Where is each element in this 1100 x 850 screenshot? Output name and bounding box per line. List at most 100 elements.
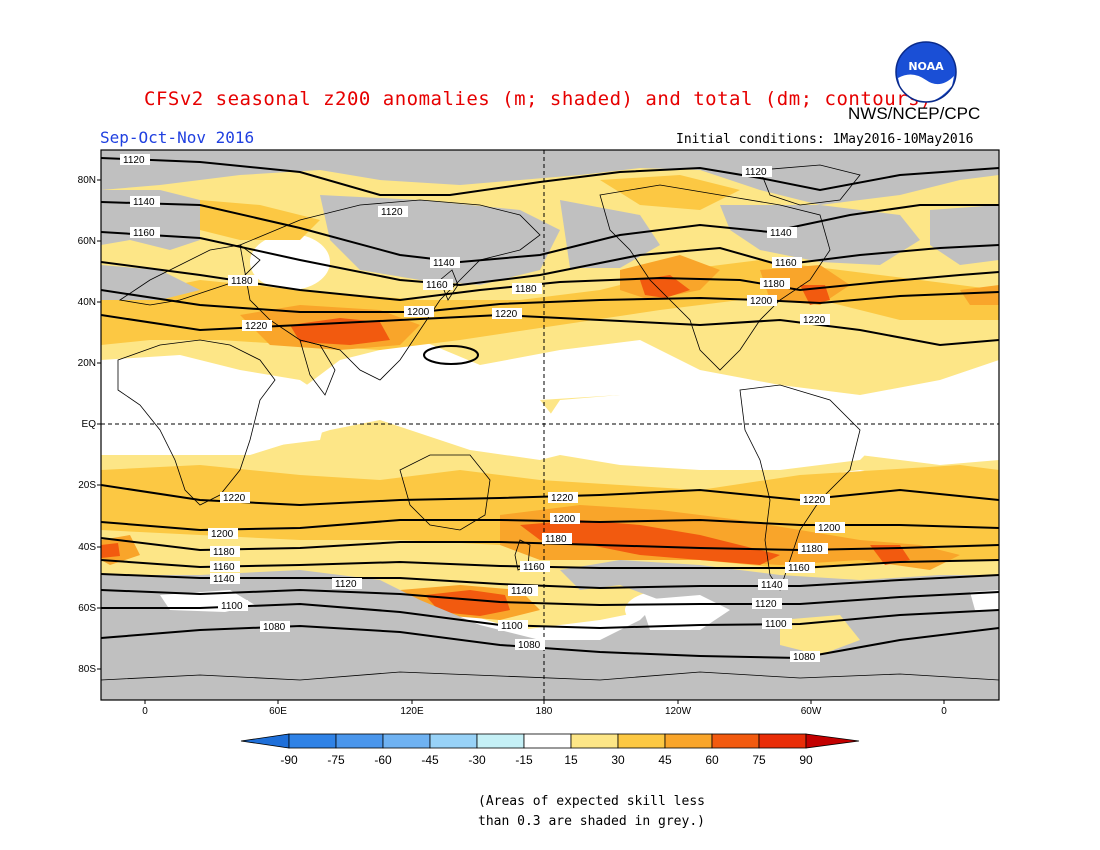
contour-label: 1100 bbox=[765, 619, 787, 630]
contour-label: 1200 bbox=[553, 514, 576, 525]
coastlines bbox=[101, 164, 999, 681]
colorbar bbox=[240, 733, 860, 749]
map-frame bbox=[100, 149, 1000, 701]
contour-1140-south bbox=[101, 573, 999, 590]
colorbar-swatch bbox=[476, 733, 525, 749]
contour-label: 1120 bbox=[745, 167, 767, 178]
skill-note: (Areas of expected skill less than 0.3 a… bbox=[478, 792, 705, 832]
colorbar-swatch bbox=[758, 733, 807, 749]
chart-title: CFSv2 seasonal z200 anomalies (m; shaded… bbox=[144, 88, 932, 110]
initial-conditions-label: Initial conditions: 1May2016-10May2016 bbox=[676, 132, 974, 147]
contour-label: 1220 bbox=[803, 315, 826, 326]
colorbar-label: -75 bbox=[327, 753, 345, 767]
lat-label-40n: 40N bbox=[77, 297, 96, 308]
contour-label: 1160 bbox=[523, 562, 545, 573]
contour-label: 1120 bbox=[335, 579, 357, 590]
colorbar-swatch bbox=[617, 733, 666, 749]
low-skill-grey-regions bbox=[101, 150, 999, 700]
lat-label-80n: 80N bbox=[77, 175, 96, 186]
colorbar-swatch bbox=[335, 733, 384, 749]
colorbar-label: 90 bbox=[799, 753, 813, 767]
lon-label-120e: 120E bbox=[400, 706, 424, 717]
contour-1140 bbox=[101, 201, 999, 264]
colorbar-swatch bbox=[570, 733, 619, 749]
colorbar-swatch bbox=[382, 733, 431, 749]
neutral-regions bbox=[101, 234, 930, 632]
colorbar-label: 30 bbox=[611, 753, 625, 767]
contour-label: 1160 bbox=[775, 258, 797, 269]
skill-note-line: (Areas of expected skill less bbox=[478, 794, 705, 809]
contour-label: 1180 bbox=[545, 534, 567, 545]
contour-label: 1100 bbox=[221, 601, 243, 612]
contour-label: 1200 bbox=[407, 307, 430, 318]
lat-label-60s: 60S bbox=[78, 603, 96, 614]
colorbar-label: 15 bbox=[564, 753, 578, 767]
contour-1160 bbox=[101, 231, 999, 287]
agency-label: NWS/NCEP/CPC bbox=[848, 104, 981, 123]
colorbar-label: -60 bbox=[374, 753, 392, 767]
contour-label: 1220 bbox=[551, 493, 574, 504]
contour-labels: 1120 1120 1120 1140 1140 1140 1160 1160 … bbox=[120, 154, 845, 663]
contour-1220-closed bbox=[423, 345, 479, 365]
contour-1100-south bbox=[101, 602, 999, 630]
contour-label: 1120 bbox=[381, 207, 403, 218]
contour-label: 1080 bbox=[263, 622, 286, 633]
contour-label: 1220 bbox=[495, 309, 518, 320]
colorbar-swatch bbox=[805, 733, 860, 749]
colorbar-swatch bbox=[240, 733, 290, 749]
lon-label-60e: 60E bbox=[269, 706, 287, 717]
contour-label: 1120 bbox=[755, 599, 777, 610]
contour-label: 1080 bbox=[518, 640, 541, 651]
contour-label: 1140 bbox=[770, 228, 792, 239]
contour-label: 1140 bbox=[511, 586, 533, 597]
colorbar-label: -45 bbox=[421, 753, 439, 767]
contour-label: 1180 bbox=[763, 279, 785, 290]
contour-label: 1200 bbox=[818, 523, 841, 534]
contour-label: 1180 bbox=[231, 276, 253, 287]
contour-1120 bbox=[101, 157, 999, 196]
lon-label-60w: 60W bbox=[800, 706, 822, 717]
contour-label: 1180 bbox=[515, 284, 537, 295]
colorbar-label: 60 bbox=[705, 753, 719, 767]
contour-label: 1220 bbox=[245, 321, 268, 332]
colorbar-label: -90 bbox=[280, 753, 298, 767]
contour-label: 1200 bbox=[750, 296, 773, 307]
skill-note-line: than 0.3 are shaded in grey.) bbox=[478, 814, 705, 829]
lat-label-60n: 60N bbox=[77, 236, 96, 247]
contour-1080-south bbox=[101, 624, 999, 660]
lon-label-120w: 120W bbox=[664, 706, 692, 717]
colorbar-label: -15 bbox=[515, 753, 533, 767]
colorbar-swatch bbox=[664, 733, 713, 749]
contour-label: 1160 bbox=[133, 228, 155, 239]
season-label: Sep-Oct-Nov 2016 bbox=[100, 128, 255, 147]
contour-label: 1160 bbox=[213, 562, 235, 573]
contour-label: 1140 bbox=[213, 574, 235, 585]
colorbar-swatch bbox=[288, 733, 337, 749]
axis-ticks bbox=[97, 179, 945, 704]
noaa-logo: NOAA bbox=[894, 40, 958, 108]
contour-label: 1160 bbox=[426, 280, 448, 291]
contour-1200 bbox=[101, 289, 999, 313]
contour-label: 1180 bbox=[213, 547, 235, 558]
colorbar-label: 45 bbox=[658, 753, 672, 767]
lat-label-80s: 80S bbox=[78, 664, 96, 675]
colorbar-swatch bbox=[523, 733, 572, 749]
contour-1120-south bbox=[101, 588, 999, 607]
contour-label: 1200 bbox=[211, 529, 234, 540]
lat-label-40s: 40S bbox=[78, 542, 96, 553]
contour-label: 1180 bbox=[801, 544, 823, 555]
lon-label-0-east: 0 bbox=[941, 706, 947, 717]
contour-label: 1140 bbox=[133, 197, 155, 208]
contour-label: 1140 bbox=[761, 580, 783, 591]
colorbar-swatch bbox=[711, 733, 760, 749]
contour-label: 1220 bbox=[803, 495, 826, 506]
contour-label: 1120 bbox=[123, 155, 145, 166]
lon-label-180: 180 bbox=[535, 706, 553, 717]
colorbar-label: -30 bbox=[468, 753, 486, 767]
colorbar-swatch bbox=[429, 733, 478, 749]
lat-label-eq: EQ bbox=[81, 419, 96, 430]
colorbar-label: 75 bbox=[752, 753, 766, 767]
contour-label: 1160 bbox=[788, 563, 810, 574]
lat-label-20n: 20N bbox=[77, 358, 96, 369]
